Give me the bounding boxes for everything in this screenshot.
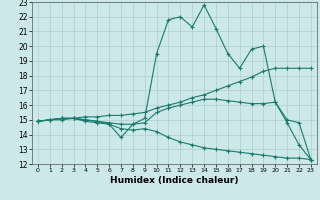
X-axis label: Humidex (Indice chaleur): Humidex (Indice chaleur) <box>110 176 239 185</box>
